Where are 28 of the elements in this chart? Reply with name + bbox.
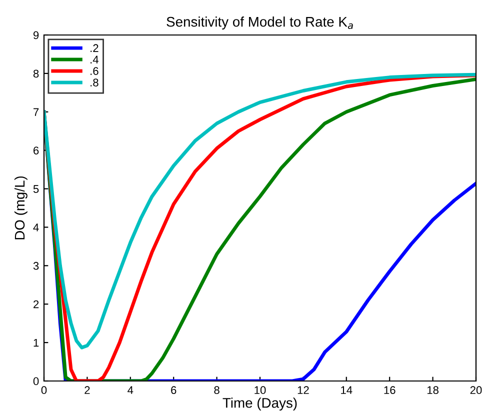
legend-label: .8 [90,78,98,86]
y-tick-label: 6 [34,146,39,154]
legend-label: .6 [90,67,98,75]
x-axis-title: Time (Days) [222,398,297,411]
x-tick-label: 14 [341,386,352,394]
y-tick-label: 8 [33,70,39,78]
x-tick-label: 10 [254,386,266,394]
x-tick-label: 6 [171,386,176,394]
x-tick-label: 12 [298,386,309,394]
y-tick-label: 4 [33,224,39,232]
y-tick-label: 7 [34,108,39,116]
y-tick-label: 9 [33,31,39,40]
y-tick-label: 1 [34,338,39,347]
y-tick-label: 2 [34,300,39,308]
x-tick-label: 2 [84,386,90,394]
legend-label: .4 [90,56,98,64]
y-tick-label: 3 [33,262,39,270]
y-tick-label: 0 [33,377,39,386]
y-axis-title: DO (mg/L) [14,176,28,240]
y-tick-label: 5 [33,185,39,193]
x-tick-label: 16 [384,386,396,394]
x-tick-label: 20 [470,386,482,394]
x-tick-label: 18 [427,386,438,394]
x-tick-label: 8 [214,386,220,394]
legend-label: .2 [90,44,98,52]
chart-title: Sensitivity of Model to Rate K$_{a}$ [166,16,353,30]
x-tick-label: 0 [41,386,47,394]
x-tick-label: 4 [128,386,134,394]
